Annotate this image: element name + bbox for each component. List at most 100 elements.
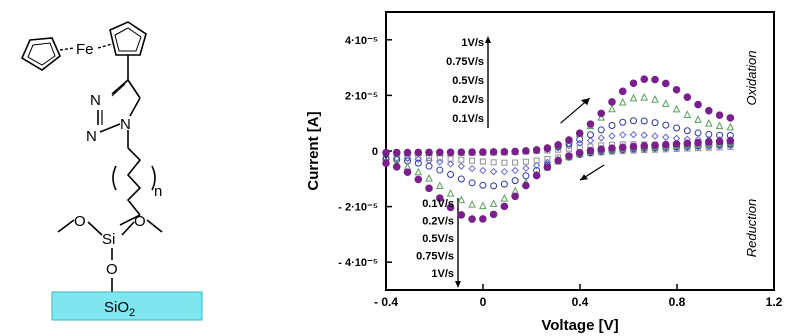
data-point xyxy=(640,131,648,139)
data-point xyxy=(532,171,541,180)
data-point xyxy=(651,132,659,140)
data-point xyxy=(672,140,681,148)
y-axis-title: Current [A] xyxy=(305,111,322,190)
data-point xyxy=(618,97,627,106)
data-point xyxy=(608,104,616,113)
reduction-rate-arrowhead xyxy=(455,281,461,288)
data-point xyxy=(436,166,444,174)
data-point xyxy=(511,166,519,175)
substrate-label: SiO2 xyxy=(104,299,135,319)
data-point xyxy=(673,124,681,132)
reduction-rate-label: 0.5V/s xyxy=(422,233,454,245)
oxidation-rate-label: 0.1V/s xyxy=(452,113,484,125)
y-tick-label: - 4·10⁻⁵ xyxy=(338,257,378,269)
data-point xyxy=(597,112,606,121)
data-point xyxy=(565,142,573,150)
fe-atom: Fe xyxy=(76,41,94,58)
data-point xyxy=(683,139,692,148)
data-point xyxy=(522,181,530,190)
data-point xyxy=(726,114,735,122)
si-atom: Si xyxy=(102,231,115,248)
data-point xyxy=(575,129,584,137)
data-point xyxy=(414,167,423,176)
data-point xyxy=(544,155,551,162)
data-point xyxy=(543,163,552,171)
data-point xyxy=(586,146,595,155)
data-point xyxy=(435,181,444,190)
data-point xyxy=(500,148,509,156)
data-point xyxy=(522,164,530,172)
data-point xyxy=(468,200,476,208)
reduction-rate-label: 0.2V/s xyxy=(422,216,454,228)
n-atom-3: N xyxy=(120,116,131,133)
oxidation-rate-label: 1V/s xyxy=(461,37,484,49)
data-point xyxy=(468,215,476,223)
data-point xyxy=(479,166,487,175)
cv-chart: - 0.4 0 0.4 0.8 1.2 4·10⁻⁵ 2·10⁻⁵ 0 - 2·10⁻⁵ - 4·… xyxy=(305,11,783,334)
data-point xyxy=(512,159,519,166)
data-point xyxy=(662,133,670,141)
data-point xyxy=(683,110,692,118)
data-point xyxy=(414,155,422,163)
data-point xyxy=(393,156,401,164)
data-point xyxy=(403,168,412,176)
data-point xyxy=(694,138,702,147)
data-point xyxy=(489,167,498,176)
data-point xyxy=(414,159,422,167)
o-atom-right: O xyxy=(134,213,146,230)
data-point xyxy=(446,188,455,197)
data-point xyxy=(479,215,487,223)
y-tick-label: 0 xyxy=(372,146,378,158)
data-point xyxy=(532,161,541,170)
data-point xyxy=(651,141,659,150)
data-point xyxy=(597,109,606,118)
data-point xyxy=(619,118,627,126)
data-point xyxy=(694,100,702,109)
data-point xyxy=(629,93,638,102)
data-point xyxy=(446,148,455,157)
data-point xyxy=(629,79,638,88)
data-point xyxy=(425,162,433,170)
data-point xyxy=(683,93,692,102)
data-point xyxy=(436,158,444,166)
y-tick-label: 4·10⁻⁵ xyxy=(345,35,378,47)
data-point xyxy=(630,117,638,125)
data-point xyxy=(619,131,627,139)
o-atom-left: O xyxy=(74,213,86,230)
data-point xyxy=(576,135,584,143)
data-point xyxy=(457,162,466,170)
data-point xyxy=(618,143,627,152)
data-point xyxy=(392,148,401,157)
data-point xyxy=(554,156,562,165)
data-point xyxy=(618,87,627,96)
data-point xyxy=(403,148,412,157)
x-tick-label: 0.4 xyxy=(572,295,589,309)
data-point xyxy=(436,194,444,202)
n-atom-2: N xyxy=(86,128,97,145)
data-point xyxy=(543,144,552,152)
data-point xyxy=(414,175,423,184)
data-point xyxy=(597,134,605,142)
data-point xyxy=(500,202,509,211)
x-axis-title: Voltage [V] xyxy=(541,317,618,334)
data-point xyxy=(608,144,616,152)
data-point xyxy=(425,148,433,157)
data-point xyxy=(446,160,455,168)
data-point xyxy=(575,148,584,157)
reduction-arrow-head xyxy=(580,174,588,181)
data-point xyxy=(694,115,702,123)
repeat-n-label: n xyxy=(154,183,162,200)
reduction-rate-label: 0.1V/s xyxy=(422,198,454,210)
data-point xyxy=(479,158,486,165)
data-point xyxy=(726,141,735,150)
data-point xyxy=(479,148,487,156)
data-point xyxy=(705,138,713,146)
n-atom-1: N xyxy=(90,92,101,109)
data-point xyxy=(554,141,562,149)
data-point xyxy=(586,136,595,145)
data-point xyxy=(458,156,465,163)
data-point xyxy=(414,148,423,157)
data-point xyxy=(425,184,433,193)
data-point xyxy=(446,203,455,212)
data-point xyxy=(672,104,681,113)
